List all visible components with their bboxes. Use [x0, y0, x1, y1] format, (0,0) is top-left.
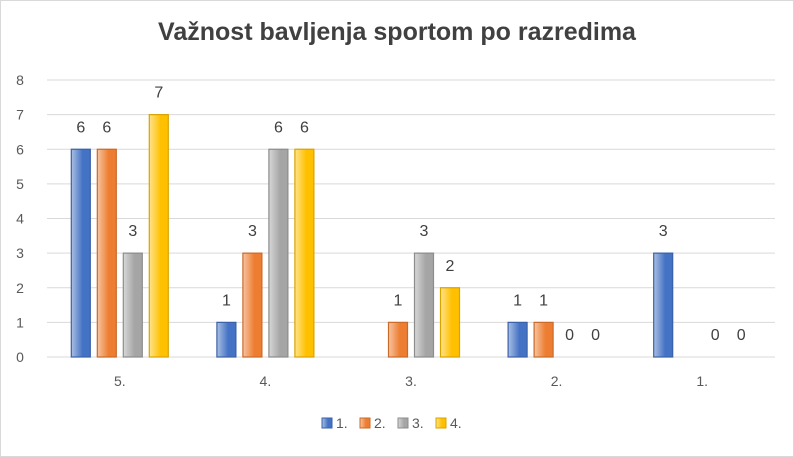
legend-item: 3. — [397, 415, 424, 431]
data-label: 1 — [394, 292, 403, 309]
y-tick-label: 2 — [16, 280, 24, 296]
legend: 1. 2. 3. 4. — [321, 415, 462, 431]
x-tick-label: 2. — [551, 373, 563, 389]
data-label: 0 — [737, 327, 746, 344]
bar — [387, 321, 409, 358]
data-label: 0 — [591, 327, 600, 344]
x-tick-label: 5. — [114, 373, 126, 389]
bars — [70, 114, 674, 358]
bar — [96, 148, 117, 358]
x-tick-label: 1. — [696, 373, 708, 389]
data-label: 6 — [76, 119, 85, 136]
bar — [242, 252, 263, 358]
data-label: 3 — [128, 223, 137, 240]
legend-swatch — [321, 417, 333, 429]
bar — [413, 252, 435, 358]
bar — [148, 114, 169, 358]
legend-swatch — [359, 417, 371, 429]
bar — [294, 148, 315, 358]
legend-label: 2. — [374, 415, 386, 431]
y-tick-label: 8 — [16, 72, 24, 88]
y-tick-label: 5 — [16, 176, 24, 192]
chart-title: Važnost bavljenja sportom po razredima — [158, 18, 636, 46]
y-tick-label: 3 — [16, 245, 24, 261]
data-label: 0 — [565, 327, 574, 344]
data-label: 2 — [446, 258, 455, 275]
data-label: 3 — [248, 223, 257, 240]
y-axis-tick-labels: 0 1 2 3 4 5 6 7 8 — [16, 72, 24, 365]
legend-item: 2. — [359, 415, 386, 431]
legend-label: 4. — [450, 415, 462, 431]
legend-item: 4. — [435, 415, 462, 431]
data-label: 6 — [300, 119, 309, 136]
y-tick-label: 7 — [16, 107, 24, 123]
legend-item: 1. — [321, 415, 348, 431]
legend-label: 3. — [412, 415, 424, 431]
data-label: 3 — [420, 223, 429, 240]
legend-swatch — [435, 417, 447, 429]
bar — [216, 321, 237, 358]
legend-label: 1. — [336, 415, 348, 431]
data-label: 3 — [659, 223, 668, 240]
data-label: 7 — [154, 85, 163, 102]
y-tick-label: 6 — [16, 141, 24, 157]
bar — [653, 252, 674, 358]
y-tick-label: 1 — [16, 314, 24, 330]
data-label: 6 — [102, 119, 111, 136]
data-label: 1 — [539, 292, 548, 309]
bar — [122, 252, 143, 358]
data-label: 1 — [513, 292, 522, 309]
y-tick-label: 0 — [16, 349, 24, 365]
bar — [439, 287, 461, 358]
bar — [70, 148, 91, 358]
x-tick-label: 3. — [405, 373, 417, 389]
y-tick-label: 4 — [16, 211, 24, 227]
bar — [533, 321, 554, 358]
bar — [268, 148, 289, 358]
bar — [507, 321, 528, 358]
data-label: 1 — [222, 292, 231, 309]
x-tick-label: 4. — [260, 373, 272, 389]
legend-swatch — [397, 417, 409, 429]
x-axis-tick-labels: 5. 4. 3. 2. 1. — [114, 373, 708, 389]
data-label: 6 — [274, 119, 283, 136]
data-label: 0 — [711, 327, 720, 344]
